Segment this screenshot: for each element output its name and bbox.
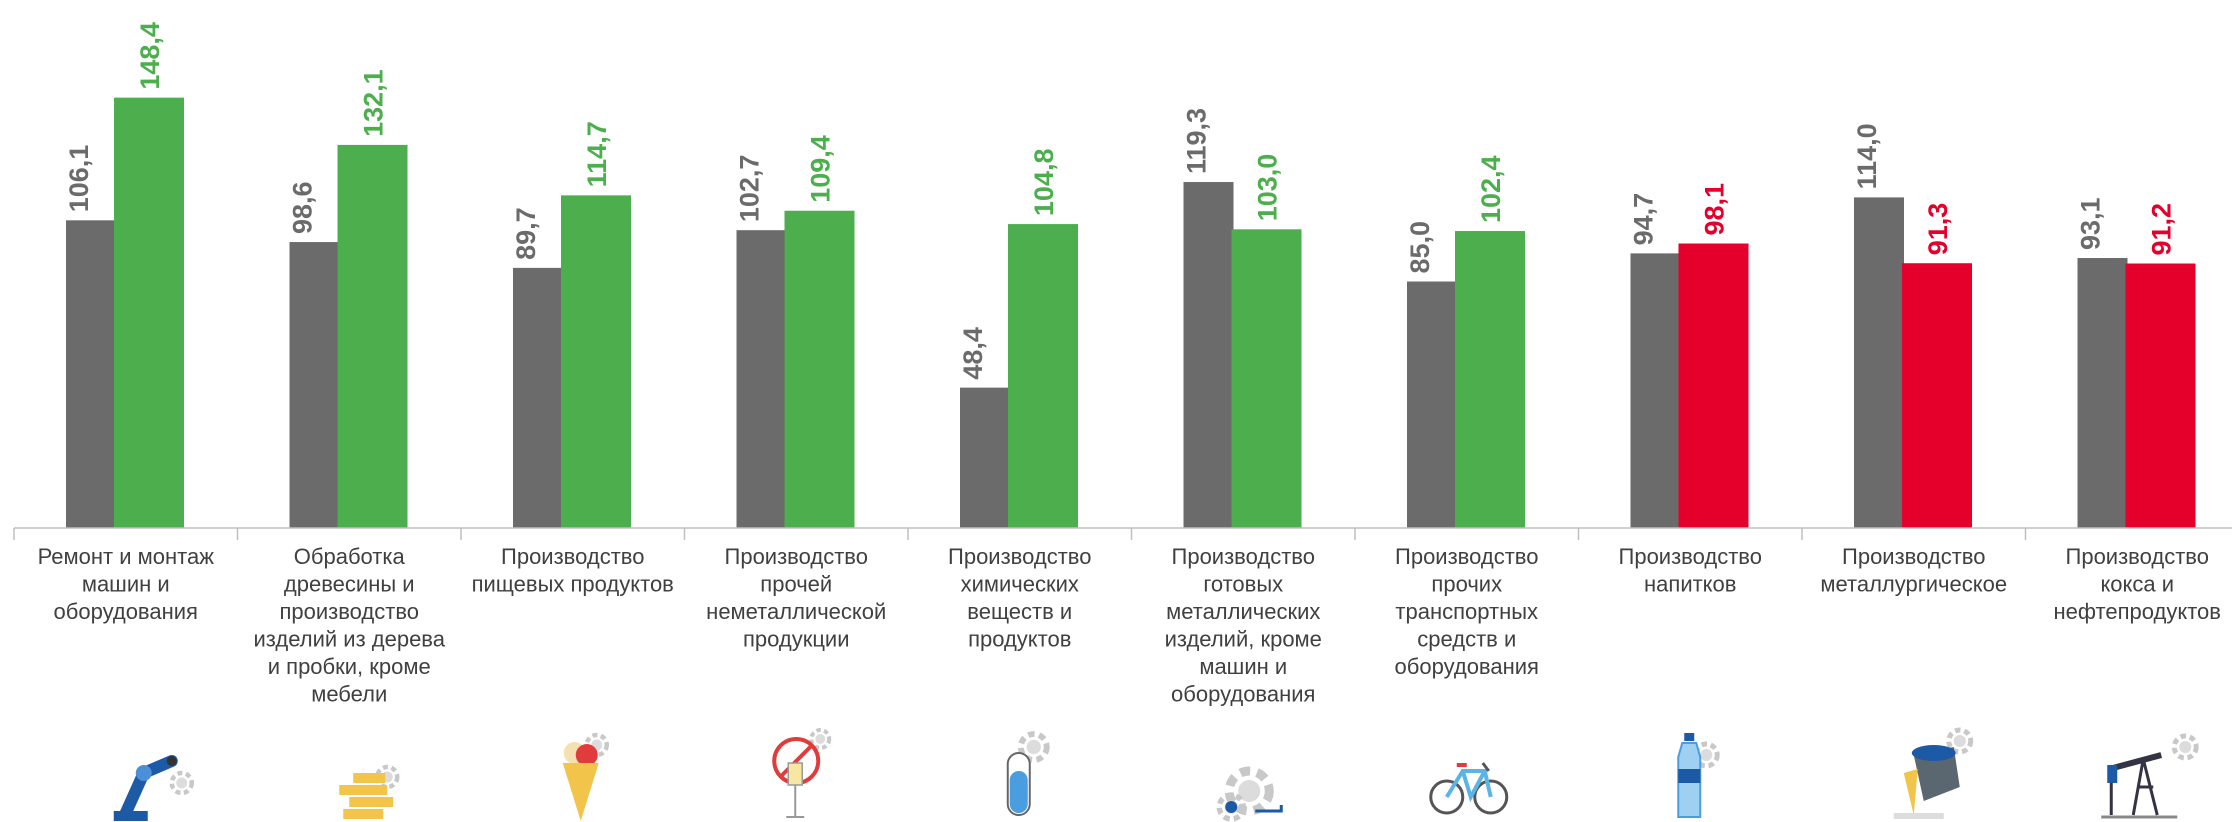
bar-current-6 (1455, 231, 1525, 529)
bar-prev-4 (960, 387, 1010, 528)
value-label-current-0: 148,4 (135, 22, 165, 90)
bar-current-2 (561, 195, 631, 528)
bar-current-4 (1008, 224, 1078, 528)
value-label-current-9: 91,2 (2147, 203, 2177, 256)
value-label-prev-3: 102,7 (735, 155, 765, 223)
bar-current-0 (114, 97, 184, 528)
bar-current-3 (784, 210, 855, 529)
bar-prev-8 (1854, 197, 1904, 528)
bar-prev-5 (1183, 182, 1234, 528)
bar-prev-3 (736, 230, 787, 529)
bar-prev-7 (1630, 253, 1681, 528)
value-label-prev-2: 89,7 (511, 207, 541, 260)
value-label-prev-1: 98,6 (288, 181, 318, 234)
value-label-current-8: 91,3 (1923, 203, 1953, 256)
robot-arm-icon (113, 755, 194, 821)
value-label-prev-8: 114,0 (1852, 123, 1882, 189)
bar-current-8 (1902, 263, 1972, 528)
bar-prev-9 (2077, 258, 2128, 528)
bars-layer (66, 97, 2196, 529)
glass-icon (772, 727, 832, 818)
bar-prev-1 (289, 242, 340, 528)
bar-prev-2 (513, 267, 563, 528)
oil-pump-icon (2101, 733, 2199, 819)
x-axis (13, 527, 2232, 540)
category-label-5: Производство готовых металлических изделий,… (1165, 544, 1322, 707)
value-label-current-5: 103,0 (1253, 154, 1283, 222)
value-label-current-1: 132,1 (359, 69, 389, 137)
category-label-4: Производство химических веществ и продуктов (948, 544, 1091, 652)
value-label-current-7: 98,1 (1700, 183, 1730, 236)
value-label-prev-5: 119,3 (1182, 108, 1212, 174)
metal-ladle-icon (1893, 727, 1974, 819)
category-label-3: Производство прочей неметаллической продукц… (706, 544, 886, 652)
category-label-7: Производство напитков (1619, 544, 1762, 597)
category-label-0: Ремонт и монтаж машин и оборудования (38, 544, 215, 624)
value-label-current-3: 109,4 (806, 135, 836, 203)
bar-prev-0 (66, 220, 116, 528)
category-labels-layer: Ремонт и монтаж машин и оборудования Обрабо… (38, 544, 2221, 707)
value-label-prev-6: 85,0 (1405, 221, 1435, 274)
value-label-prev-7: 94,7 (1629, 193, 1659, 246)
category-label-8: Производство металлургическое (1820, 544, 2007, 597)
bicycle-icon (1429, 762, 1509, 815)
value-label-current-6: 102,4 (1476, 155, 1506, 223)
category-label-2: Производство пищевых продуктов (472, 544, 674, 597)
value-label-prev-9: 93,1 (2076, 197, 2106, 250)
gears-icon (1216, 766, 1283, 822)
category-label-9: Производство кокса и нефтепродуктов (2054, 544, 2221, 624)
value-label-prev-4: 48,4 (958, 327, 988, 380)
value-label-prev-0: 106,1 (64, 145, 94, 213)
wood-planks-icon (339, 764, 400, 819)
bar-current-9 (2125, 263, 2196, 528)
value-label-current-4: 104,8 (1029, 149, 1059, 217)
value-labels-layer: 106,1 148,4 98,6 132,1 89,7 114,7 102,7 109,4 48… (64, 22, 2177, 380)
test-tube-icon (1006, 731, 1050, 816)
value-label-current-2: 114,7 (582, 121, 612, 187)
bar-current-5 (1231, 229, 1302, 529)
bar-current-1 (337, 144, 408, 528)
water-bottle-icon (1677, 733, 1720, 818)
bar-prev-6 (1407, 281, 1457, 528)
category-label-1: Обработка древесины и производство изделий … (254, 544, 446, 707)
ice-cream-icon (562, 732, 609, 821)
icons-layer (113, 727, 2199, 822)
bar-current-7 (1678, 243, 1749, 528)
